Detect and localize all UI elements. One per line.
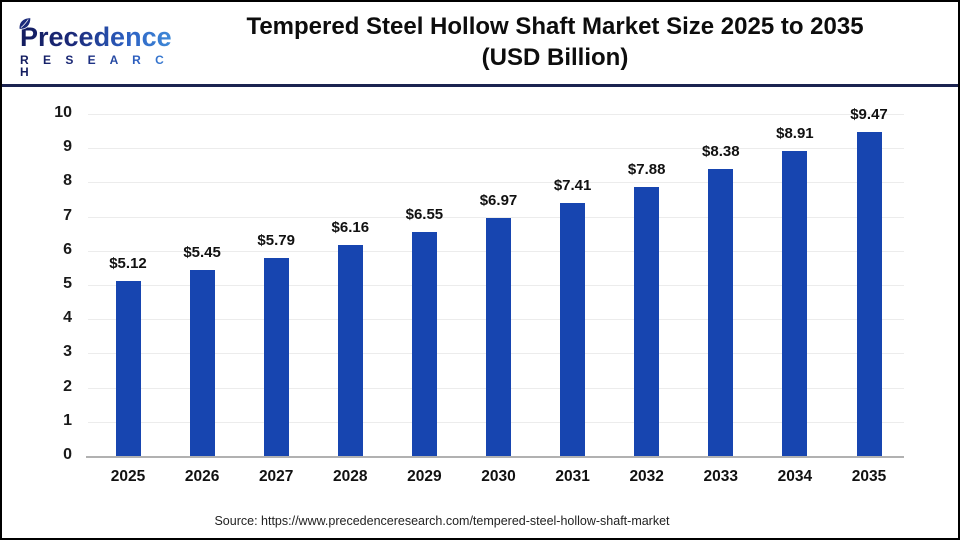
y-tick-label: 3 [63,343,72,361]
x-tick-label: 2030 [481,468,516,485]
y-tick-label: 5 [63,275,72,292]
gridline [88,148,904,150]
gridline [88,114,904,115]
x-tick-label: 2034 [777,468,813,485]
bar-value-label: $5.12 [109,255,147,272]
x-tick-label: 2033 [703,468,739,485]
bar-value-label: $8.38 [702,143,740,160]
bar-value-label: $5.79 [257,232,295,249]
y-tick-label: 10 [54,104,72,121]
bar-value-label: $6.55 [405,206,444,223]
bar-value-label: $6.16 [331,219,370,236]
y-tick-label: 1 [63,411,72,429]
bar [856,132,882,456]
x-tick-label: 2029 [407,468,442,485]
bar-value-label: $7.41 [553,177,592,194]
bar [263,258,289,456]
bar [189,270,215,456]
x-axis-line [86,456,904,458]
gridline [88,216,904,218]
x-tick-label: 2032 [629,468,664,485]
bar-value-label: $5.45 [183,244,221,261]
bar [782,151,808,456]
y-tick-label: 9 [63,138,72,156]
bar-value-label: $7.88 [627,161,666,178]
bar-value-label: $6.97 [479,192,518,209]
bar [634,187,660,456]
leaf-icon [18,17,32,30]
precedence-logo: Precedence R E S E A R C H [18,17,180,78]
bar [115,281,141,456]
gridline [88,182,904,184]
x-tick-label: 2025 [110,468,146,485]
bar [486,218,511,456]
y-tick-label: 7 [63,206,72,224]
x-tick-label: 2026 [184,468,220,485]
x-tick-label: 2031 [555,468,590,485]
y-tick-label: 4 [63,309,72,327]
bar [560,203,586,456]
chart-title-line2: (USD Billion) [481,44,629,71]
y-tick-label: 6 [63,240,72,258]
logo-name-text: Precedence [20,22,172,52]
header: Precedence R E S E A R C H Tempered Stee… [2,2,958,87]
logo-subtext: R E S E A R C H [20,54,180,78]
x-tick-label: 2028 [333,468,368,485]
y-tick-label: 0 [63,446,72,463]
source-caption: Source: https://www.precedenceresearch.c… [214,514,670,528]
x-tick-label: 2027 [258,468,294,485]
bar-chart: Source: https://www.precedenceresearch.c… [2,90,958,538]
logo-wordmark: Precedence [18,17,172,52]
chart-title: Tempered Steel Hollow Shaft Market Size … [152,11,958,73]
bar [337,245,363,456]
bar-value-label: $9.47 [850,106,888,123]
x-tick-label: 2035 [851,468,887,485]
bar-value-label: $8.91 [776,125,814,142]
bar [708,169,734,456]
y-tick-label: 2 [63,377,72,395]
bar [411,232,437,456]
y-tick-label: 8 [63,172,72,190]
chart-title-line1: Tempered Steel Hollow Shaft Market Size … [246,13,864,40]
